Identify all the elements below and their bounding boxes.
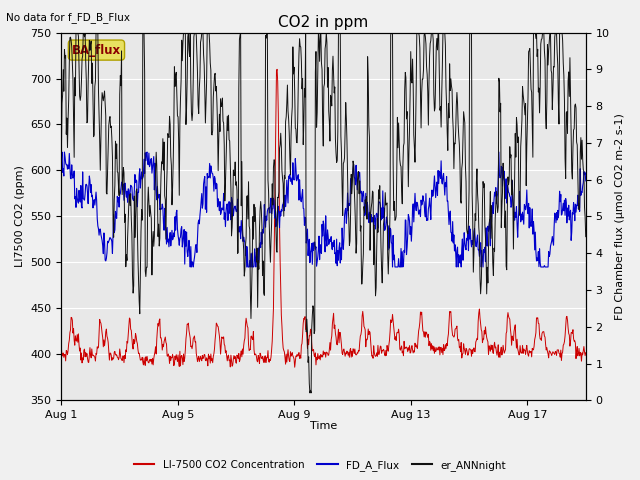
Title: CO2 in ppm: CO2 in ppm	[278, 15, 369, 30]
Text: BA_flux: BA_flux	[72, 44, 121, 57]
Y-axis label: FD Chamber flux (μmol CO2 m-2 s-1): FD Chamber flux (μmol CO2 m-2 s-1)	[615, 113, 625, 320]
Y-axis label: LI7500 CO2 (ppm): LI7500 CO2 (ppm)	[15, 166, 25, 267]
Text: No data for f_FD_B_Flux: No data for f_FD_B_Flux	[6, 12, 131, 23]
Legend: LI-7500 CO2 Concentration, FD_A_Flux, er_ANNnight: LI-7500 CO2 Concentration, FD_A_Flux, er…	[129, 456, 511, 475]
X-axis label: Time: Time	[310, 421, 337, 432]
